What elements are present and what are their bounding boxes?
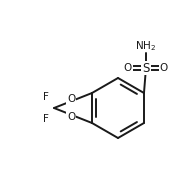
Text: NH$_2$: NH$_2$	[135, 39, 157, 53]
Text: F: F	[43, 92, 49, 102]
Text: O: O	[124, 63, 132, 73]
Text: O: O	[67, 112, 75, 122]
Text: F: F	[43, 114, 49, 124]
Text: O: O	[160, 63, 168, 73]
Text: O: O	[67, 94, 75, 104]
Text: S: S	[142, 61, 150, 74]
